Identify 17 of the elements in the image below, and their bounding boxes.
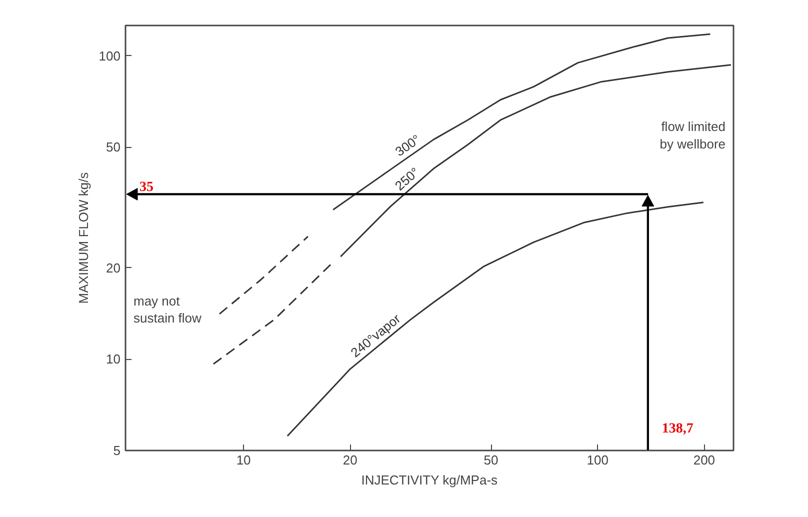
annotation: flow limited by wellbore — [660, 119, 726, 152]
x-tick-label: 20 — [342, 452, 358, 468]
y-tick-label: 20 — [106, 260, 121, 276]
text: 300° — [392, 132, 424, 160]
y-tick-label: 50 — [106, 140, 121, 155]
x-tick-label: 50 — [484, 452, 498, 468]
annotation: may not sustain flow — [134, 293, 202, 326]
y-tick-label: 5 — [113, 443, 121, 458]
y-axis-title: MAXIMUM FLOW kg/s — [76, 172, 91, 304]
x-axis-title: INJECTIVITY kg/MPa-s — [361, 472, 498, 488]
x-tick-label: 10 — [236, 452, 251, 468]
ref-line-label: 138,7 — [662, 422, 694, 436]
y-tick-label: 10 — [106, 352, 121, 367]
y-tick-label: 100 — [98, 48, 121, 64]
ref-line-label: 35 — [140, 180, 154, 196]
x-tick-label: 200 — [693, 452, 716, 468]
x-tick-label: 100 — [586, 452, 608, 468]
